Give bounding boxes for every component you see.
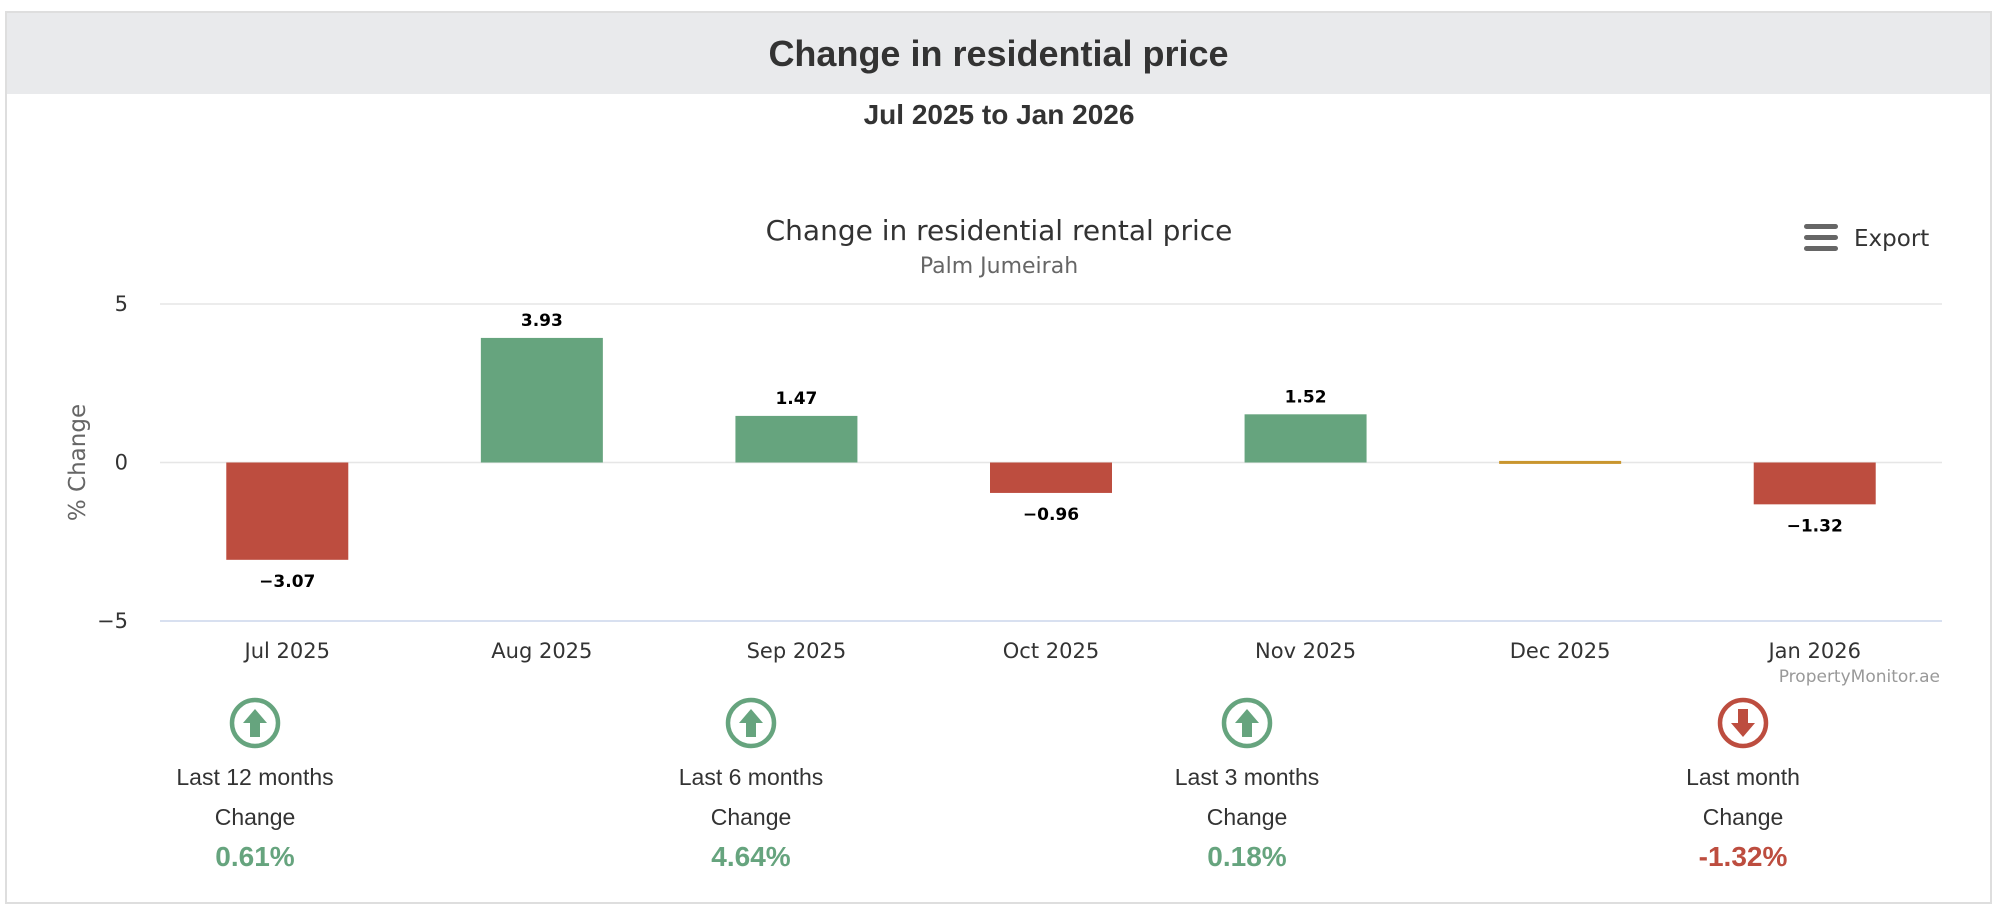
date-range: Jul 2025 to Jan 2026: [863, 99, 1135, 130]
summary-period: Last 3 months: [1174, 764, 1320, 790]
summary-change-value: 4.64%: [711, 841, 791, 872]
bar-chart: Change in residential rental price Palm …: [65, 214, 1945, 687]
bar-nov-2025[interactable]: [1244, 414, 1367, 463]
arrow-down-circle-icon: [1717, 697, 1769, 749]
y-axis: 5 0 −5: [97, 292, 128, 633]
x-tick-label: Nov 2025: [1255, 639, 1356, 663]
bar-jan-2026[interactable]: [1753, 462, 1876, 505]
summary-change-label: Change: [710, 804, 792, 830]
x-tick-label: Jul 2025: [243, 639, 330, 663]
menu-icon: [1804, 224, 1838, 251]
data-label: −0.96: [1023, 505, 1079, 525]
x-tick-label: Dec 2025: [1510, 639, 1611, 663]
summary-change-value: 0.61%: [215, 841, 295, 872]
y-axis-title: % Change: [65, 404, 91, 521]
data-labels: −3.07 3.93 1.47 −0.96 1.52 −1.32: [259, 311, 1843, 592]
bar-oct-2025[interactable]: [990, 462, 1112, 493]
x-tick-label: Aug 2025: [491, 639, 592, 663]
data-label: 1.47: [775, 389, 817, 409]
summary-change-label: Change: [214, 804, 296, 830]
bars: [226, 337, 1876, 560]
summary-item: Last 6 months Change 4.64%: [641, 697, 861, 873]
y-tick-label: 0: [115, 451, 128, 475]
arrow-up-circle-icon: [725, 697, 777, 749]
summary-period: Last 6 months: [678, 764, 824, 790]
summary-change-label: Change: [1206, 804, 1288, 830]
summary-change-value: 0.18%: [1207, 841, 1287, 872]
card-header: Change in residential price: [7, 13, 1990, 94]
y-tick-label: 5: [115, 292, 128, 316]
bar-sep-2025[interactable]: [735, 415, 858, 463]
chart-title: Change in residential rental price: [766, 214, 1233, 247]
chart-credit[interactable]: PropertyMonitor.ae: [1779, 667, 1940, 687]
page-title: Change in residential price: [768, 32, 1229, 74]
x-axis: Jul 2025 Aug 2025 Sep 2025 Oct 2025 Nov 2025…: [243, 639, 1861, 663]
summary-item: Last month Change -1.32%: [1633, 697, 1853, 873]
price-change-card: Change in residential price: [5, 11, 1992, 904]
data-label: −3.07: [259, 572, 315, 592]
y-tick-label: −5: [97, 609, 128, 633]
x-tick-label: Oct 2025: [1003, 639, 1099, 663]
summary-period: Last 12 months: [176, 764, 334, 790]
summary-period: Last month: [1686, 764, 1800, 790]
bar-dec-2025[interactable]: [1499, 460, 1622, 464]
export-label: Export: [1854, 226, 1929, 252]
x-tick-label: Sep 2025: [747, 639, 847, 663]
data-label: 3.93: [521, 311, 563, 331]
summary-change-label: Change: [1702, 804, 1784, 830]
bar-jul-2025[interactable]: [226, 462, 349, 560]
arrow-up-circle-icon: [1221, 697, 1273, 749]
data-label: 1.52: [1285, 387, 1327, 407]
x-tick-label: Jan 2026: [1766, 639, 1861, 663]
export-button[interactable]: Export: [1795, 216, 1945, 260]
summary-item: Last 12 months Change 0.61%: [145, 697, 365, 873]
bar-aug-2025[interactable]: [480, 337, 603, 463]
arrow-up-circle-icon: [229, 697, 281, 749]
summary-item: Last 3 months Change 0.18%: [1137, 697, 1357, 873]
data-label: −1.32: [1787, 516, 1843, 536]
chart-subtitle: Palm Jumeirah: [920, 254, 1078, 279]
summary-change-value: -1.32%: [1698, 841, 1788, 872]
